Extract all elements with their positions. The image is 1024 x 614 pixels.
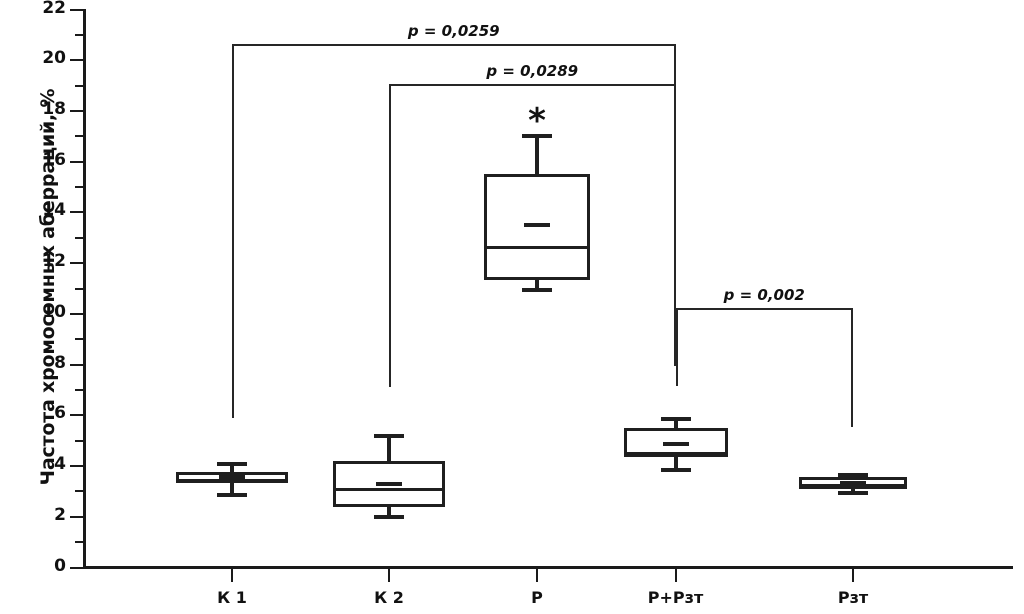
mean-marker <box>376 481 402 486</box>
y-axis-title: Частота хромосомных аберраций, % <box>37 88 59 486</box>
y-tick-major <box>70 465 83 468</box>
median-line <box>623 452 728 456</box>
whisker-lower <box>535 279 539 290</box>
y-tick-label: 4 <box>54 454 66 475</box>
y-tick-label: 16 <box>42 149 66 170</box>
significance-bracket-top <box>389 84 676 87</box>
whisker-cap-lower <box>217 493 247 498</box>
y-tick-minor <box>75 33 83 36</box>
x-tick <box>536 569 538 582</box>
y-tick-label: 2 <box>54 504 66 525</box>
whisker-upper <box>230 463 234 473</box>
significance-bracket-right <box>673 84 676 366</box>
mean-marker <box>662 442 689 447</box>
y-tick-minor <box>75 287 83 290</box>
whisker-upper <box>387 435 391 461</box>
whisker-cap-upper <box>217 461 247 466</box>
y-tick-minor <box>75 186 83 189</box>
significance-bracket-left <box>675 307 678 387</box>
y-tick-major <box>70 515 83 518</box>
y-tick-label: 8 <box>54 352 66 373</box>
whisker-cap-lower <box>374 514 404 519</box>
y-tick-minor <box>75 490 83 493</box>
median-line <box>484 245 590 249</box>
x-axis-label: Рзт <box>837 588 869 607</box>
x-axis-label: Р+Рзт <box>647 588 704 607</box>
x-axis-label: Р <box>531 588 543 607</box>
y-tick-minor <box>75 135 83 138</box>
significance-bracket-top <box>675 307 853 310</box>
mean-marker <box>840 480 866 485</box>
y-tick-major <box>70 59 83 62</box>
y-tick-label: 18 <box>42 98 66 119</box>
y-tick-major <box>70 8 83 11</box>
significance-bracket-right <box>851 307 853 427</box>
x-tick <box>674 569 677 582</box>
p-value-label: p = 0,0259 <box>407 21 500 40</box>
x-axis-label: К 2 <box>374 588 404 607</box>
y-axis-line <box>83 9 86 569</box>
x-axis-label: К 1 <box>217 588 247 607</box>
whisker-cap-upper <box>374 433 404 438</box>
box-iqr <box>484 174 590 280</box>
y-tick-label: 12 <box>42 251 66 272</box>
whisker-cap-lower <box>522 287 552 292</box>
x-tick <box>231 569 233 582</box>
x-tick <box>852 569 854 582</box>
y-tick-minor <box>75 338 83 341</box>
y-tick-minor <box>75 84 83 87</box>
whisker-upper <box>535 136 539 175</box>
y-tick-minor <box>75 236 83 239</box>
y-tick-label: 22 <box>42 0 66 18</box>
y-tick-major <box>70 414 83 417</box>
whisker-lower <box>387 506 391 517</box>
y-tick-major <box>70 109 83 112</box>
y-tick-label: 10 <box>42 301 66 322</box>
median-line <box>799 484 907 488</box>
y-tick-label: 0 <box>54 555 66 576</box>
whisker-cap-lower <box>838 490 868 495</box>
whisker-lower <box>230 482 234 496</box>
p-value-label: p = 0,002 <box>723 285 805 304</box>
whisker-cap-upper <box>838 472 868 477</box>
y-tick-label: 14 <box>42 200 66 221</box>
y-tick-label: 6 <box>54 403 66 424</box>
x-tick <box>388 569 390 582</box>
significance-asterisk: * <box>528 101 546 142</box>
median-line <box>333 487 445 491</box>
significance-bracket-top <box>232 43 676 46</box>
significance-bracket-left <box>389 84 391 388</box>
whisker-cap-upper <box>522 134 552 139</box>
whisker-cap-lower <box>660 467 691 472</box>
y-tick-label: 20 <box>42 48 66 69</box>
y-tick-major <box>70 211 83 214</box>
y-tick-minor <box>75 388 83 391</box>
x-axis-line <box>83 566 1013 569</box>
y-tick-minor <box>75 439 83 442</box>
mean-marker <box>524 223 550 228</box>
median-line <box>176 478 288 482</box>
p-value-label: p = 0,0289 <box>486 62 579 81</box>
y-tick-major <box>70 312 83 315</box>
significance-bracket-left <box>232 43 234 418</box>
whisker-upper <box>673 419 678 428</box>
whisker-lower <box>673 457 678 470</box>
y-tick-minor <box>75 541 83 544</box>
y-tick-major <box>70 363 83 366</box>
mean-marker <box>219 475 245 480</box>
y-tick-major <box>70 566 83 569</box>
whisker-cap-upper <box>660 417 691 422</box>
y-tick-major <box>70 160 83 163</box>
y-tick-major <box>70 262 83 265</box>
